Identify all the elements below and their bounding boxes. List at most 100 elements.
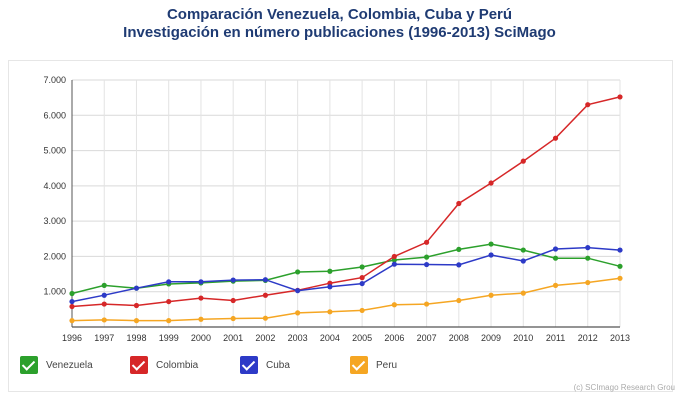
data-point-peru: [101, 317, 107, 323]
legend-swatch-peru: [350, 356, 368, 374]
data-point-cuba: [198, 279, 204, 285]
data-point-venezuela: [327, 268, 333, 274]
x-tick-label: 2003: [288, 333, 308, 343]
source-credit: (c) SCImago Research Grou: [573, 383, 675, 392]
data-point-colombia: [166, 298, 172, 305]
legend-item-venezuela[interactable]: Venezuela: [20, 354, 93, 376]
data-point-cuba: [69, 298, 75, 305]
series-lines: [69, 94, 623, 324]
data-point-cuba: [520, 258, 526, 264]
y-tick-label: 5.000: [43, 146, 66, 156]
x-tick-label: 2008: [449, 333, 469, 343]
series-line-colombia: [71, 96, 621, 308]
data-point-cuba: [391, 261, 397, 267]
data-point-cuba: [101, 292, 107, 298]
data-point-venezuela: [585, 255, 591, 261]
legend-swatch-colombia: [130, 356, 148, 374]
data-point-peru: [488, 292, 494, 298]
data-point-colombia: [520, 158, 526, 164]
legend-swatch-cuba: [240, 356, 258, 374]
chart-title-block: Comparación Venezuela, Colombia, Cuba y …: [0, 6, 679, 42]
data-point-cuba: [585, 245, 591, 251]
data-point-venezuela: [520, 247, 526, 253]
data-point-venezuela: [488, 241, 494, 247]
data-point-colombia: [262, 292, 269, 298]
data-point-cuba: [456, 262, 462, 268]
data-point-peru: [552, 282, 559, 288]
data-point-cuba: [295, 288, 301, 294]
data-point-colombia: [133, 302, 140, 309]
x-tick-label: 2011: [546, 333, 565, 343]
legend-item-peru[interactable]: Peru: [350, 354, 397, 376]
data-point-cuba: [488, 252, 494, 258]
data-point-cuba: [262, 277, 269, 283]
data-point-peru: [423, 301, 430, 307]
data-point-venezuela: [295, 269, 301, 275]
y-tick-label: 7.000: [43, 75, 66, 85]
data-point-peru: [391, 302, 397, 308]
data-point-cuba: [359, 280, 365, 287]
x-tick-label: 1998: [126, 333, 146, 343]
x-tick-label: 2013: [610, 333, 630, 343]
data-point-peru: [295, 310, 301, 316]
data-point-peru: [617, 275, 623, 281]
x-tick-label: 1999: [159, 333, 179, 343]
data-point-venezuela: [456, 246, 462, 252]
x-tick-label: 1997: [94, 333, 114, 343]
data-point-venezuela: [552, 255, 559, 261]
data-point-colombia: [391, 253, 397, 260]
data-point-venezuela: [359, 264, 365, 270]
data-point-peru: [262, 315, 269, 321]
data-point-colombia: [617, 94, 623, 100]
x-tick-label: 2010: [513, 333, 533, 343]
data-point-colombia: [69, 303, 75, 310]
data-point-venezuela: [617, 263, 623, 269]
y-tick-label: 4.000: [43, 181, 66, 191]
data-point-colombia: [198, 295, 204, 301]
legend-label-peru: Peru: [376, 359, 398, 371]
data-point-colombia: [456, 200, 462, 207]
axes: [71, 80, 620, 328]
x-tick-label: 2004: [320, 333, 340, 343]
legend-label-venezuela: Venezuela: [46, 359, 93, 371]
x-tick-label: 2002: [255, 333, 275, 343]
data-point-colombia: [359, 275, 365, 281]
chart-subtitle: Investigación en número publicaciones (1…: [123, 24, 556, 41]
series-line-peru: [71, 277, 621, 322]
series-line-venezuela: [71, 243, 621, 295]
legend-item-colombia[interactable]: Colombia: [130, 354, 198, 376]
data-point-peru: [520, 290, 526, 296]
data-point-peru: [585, 279, 591, 286]
data-point-colombia: [552, 135, 559, 141]
data-point-cuba: [423, 261, 430, 268]
data-point-peru: [198, 316, 204, 322]
data-point-cuba: [166, 279, 172, 285]
data-point-colombia: [585, 102, 591, 108]
data-point-cuba: [327, 284, 333, 290]
legend-item-cuba[interactable]: Cuba: [240, 354, 290, 376]
x-tick-label: 1996: [62, 333, 82, 343]
data-point-peru: [359, 307, 365, 314]
data-point-peru: [456, 297, 462, 304]
y-tick-label: 1.000: [43, 287, 66, 297]
data-point-venezuela: [423, 254, 430, 260]
data-point-cuba: [230, 277, 236, 283]
data-point-colombia: [423, 239, 430, 245]
x-tick-label: 2006: [384, 333, 404, 343]
y-tick-label: 6.000: [43, 110, 66, 120]
y-tick-label: 2.000: [43, 251, 66, 261]
data-point-cuba: [552, 246, 559, 252]
data-point-colombia: [230, 297, 236, 304]
data-point-venezuela: [101, 282, 107, 288]
x-tick-label: 2001: [223, 333, 243, 343]
data-point-peru: [327, 309, 333, 315]
legend-label-colombia: Colombia: [156, 359, 199, 371]
y-tick-label: 3.000: [43, 216, 66, 226]
data-point-peru: [69, 318, 75, 324]
data-point-peru: [133, 318, 140, 324]
data-point-peru: [166, 318, 172, 324]
series-line-cuba: [71, 246, 621, 303]
chart-title: Comparación Venezuela, Colombia, Cuba y …: [166, 6, 513, 23]
tick-labels: 1.000 2.000 3.000 4.000 5.000 6.000 7.000 1996 1…: [43, 75, 630, 343]
